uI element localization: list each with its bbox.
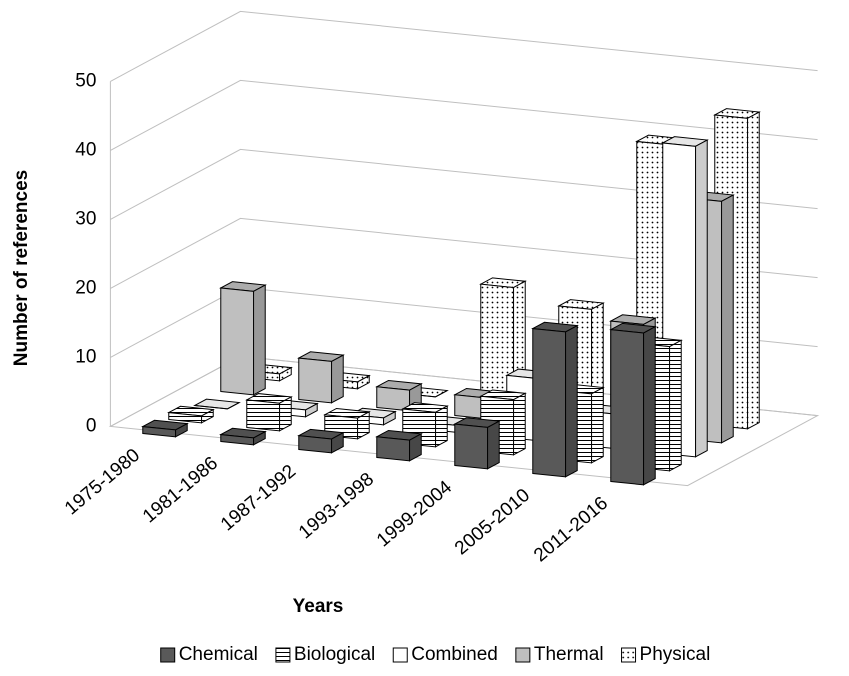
- legend-swatch: [160, 647, 176, 663]
- bar: [194, 404, 228, 410]
- bar-side: [565, 324, 578, 478]
- bar: [168, 412, 203, 424]
- x-tick-label: 2005-2010: [451, 485, 534, 560]
- bar-side: [435, 405, 448, 448]
- legend-label: Physical: [640, 644, 711, 665]
- bar-side: [695, 139, 708, 458]
- bar-side: [591, 386, 604, 464]
- legend-label: Chemical: [179, 644, 258, 665]
- bar-side: [643, 325, 656, 486]
- bar-side: [331, 354, 344, 404]
- bar: [298, 435, 333, 454]
- bar: [376, 436, 411, 462]
- bar: [532, 328, 567, 478]
- legend: Chemical Biological Combined Thermal Physica…: [160, 644, 711, 665]
- bar-side: [279, 396, 292, 432]
- y-axis-label: Number of references: [11, 170, 32, 366]
- x-tick-label: 1981-1986: [139, 453, 222, 528]
- bar-side: [227, 402, 240, 410]
- y-tick-label: 20: [75, 277, 96, 298]
- y-tick-label: 40: [75, 139, 96, 160]
- x-tick-label: 1993-1998: [295, 469, 378, 544]
- grid-line: [110, 10, 818, 82]
- y-tick-label: 50: [75, 70, 96, 91]
- legend-swatch: [621, 647, 637, 663]
- bar-side: [487, 420, 500, 470]
- bar-side: [747, 111, 760, 430]
- legend-label: Biological: [294, 644, 375, 665]
- grid-line: [110, 79, 818, 151]
- y-tick-label: 30: [75, 208, 96, 229]
- x-tick-label: 1999-2004: [373, 477, 456, 552]
- bar-side: [669, 339, 682, 472]
- grid-line: [110, 148, 818, 220]
- legend-swatch: [275, 647, 291, 663]
- x-tick-label: 1975-1980: [61, 445, 144, 520]
- bar: [220, 434, 255, 446]
- bar: [610, 329, 645, 486]
- bar: [220, 287, 255, 396]
- y-tick-label: 0: [86, 415, 97, 436]
- bar: [454, 423, 489, 470]
- bar-side: [721, 194, 734, 444]
- bar: [142, 426, 177, 438]
- legend-label: Combined: [411, 644, 498, 665]
- bar-side: [435, 390, 448, 398]
- legend-swatch: [392, 647, 408, 663]
- bar: [298, 357, 333, 404]
- bar: [376, 386, 411, 412]
- bar: [246, 399, 281, 432]
- x-tick-label: 2011-2016: [530, 493, 612, 567]
- bar-side: [253, 284, 266, 396]
- x-tick-label: 1987-1992: [217, 461, 300, 536]
- bar-side: [513, 392, 526, 456]
- legend-label: Thermal: [534, 644, 604, 665]
- legend-swatch: [515, 647, 531, 663]
- x-axis-label: Years: [293, 596, 344, 617]
- grid-line: [110, 217, 818, 289]
- y-tick-label: 10: [75, 346, 96, 367]
